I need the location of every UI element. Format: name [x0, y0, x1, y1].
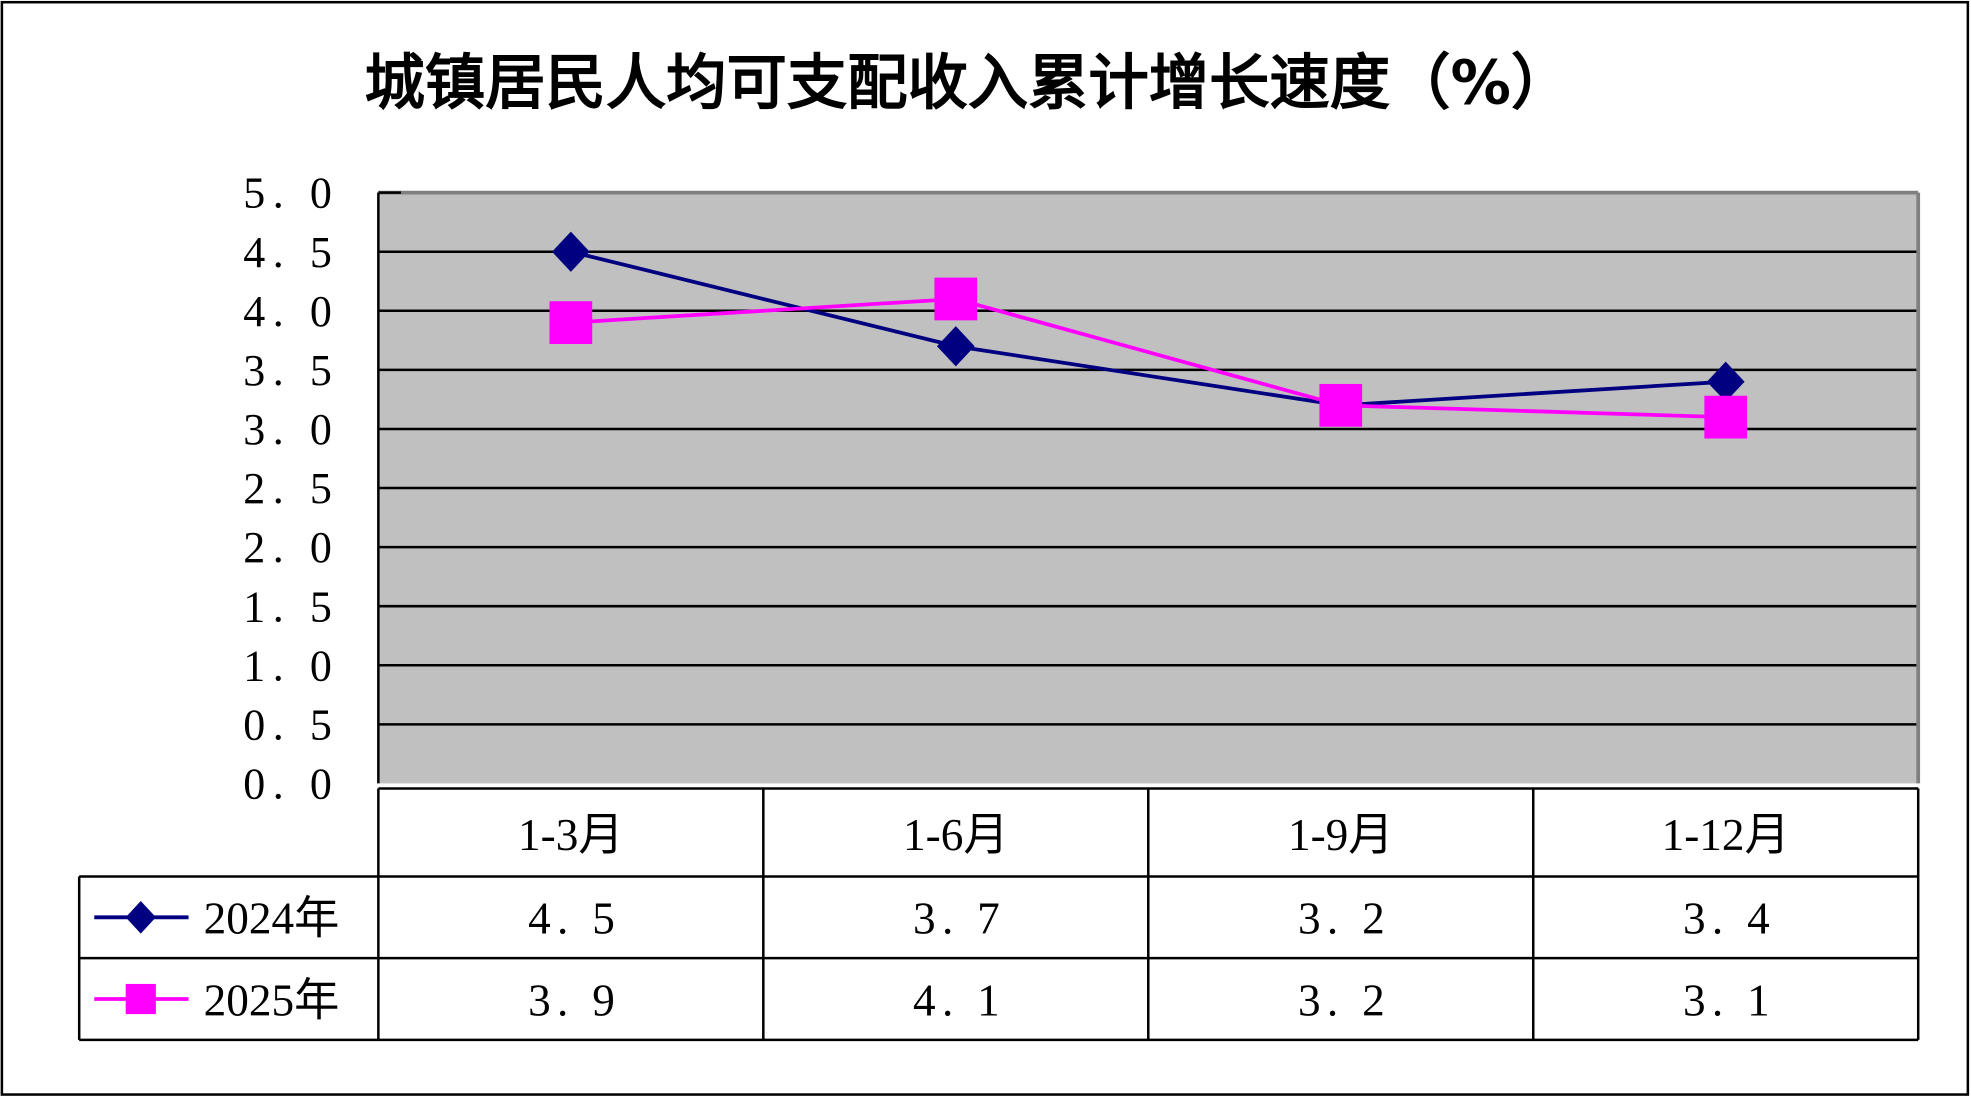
data-point-diamond: [1706, 361, 1745, 402]
data-point-square: [934, 277, 978, 321]
legend-label: 2025年: [204, 975, 340, 1025]
data-point-square: [549, 301, 593, 344]
y-tick-label: 3. 5: [243, 346, 339, 395]
y-tick-label: 0. 0: [243, 760, 339, 809]
data-point-diamond: [936, 326, 975, 367]
legend-label: 2024年: [204, 894, 340, 944]
y-tick-label: 2. 5: [243, 464, 339, 513]
data-value: 4. 1: [913, 975, 1006, 1025]
y-tick-label: 1. 5: [243, 582, 339, 631]
y-tick-label: 2. 0: [243, 523, 339, 572]
legend-square-icon: [125, 983, 156, 1015]
legend-diamond-icon: [125, 900, 156, 934]
y-tick-label: 5. 0: [243, 169, 339, 218]
series-line-2024年: [570, 249, 1726, 408]
data-value: 3. 2: [1298, 975, 1391, 1025]
data-value: 3. 2: [1298, 894, 1391, 944]
y-tick-label: 1. 0: [243, 641, 339, 690]
data-value: 3. 4: [1683, 894, 1776, 944]
data-value: 3. 1: [1683, 975, 1776, 1025]
data-value: 3. 7: [913, 894, 1006, 944]
y-tick-label: 3. 0: [243, 405, 339, 454]
y-tick-label: 0. 5: [243, 700, 339, 749]
y-tick-label: 4. 5: [243, 228, 339, 277]
data-point-square: [1704, 395, 1748, 439]
category-label: 1-3月: [518, 810, 624, 860]
data-value: 4. 5: [528, 894, 621, 944]
category-label: 1-6月: [903, 810, 1009, 860]
category-label: 1-12月: [1662, 810, 1790, 860]
category-label: 1-9月: [1288, 810, 1394, 860]
series-line-2025年: [570, 297, 1726, 420]
data-value: 3. 9: [528, 975, 621, 1025]
data-point-square: [1319, 383, 1363, 427]
y-tick-label: 4. 0: [243, 287, 339, 336]
chart-title: 城镇居民人均可支配收入累计增长速度（%）: [365, 48, 1572, 118]
